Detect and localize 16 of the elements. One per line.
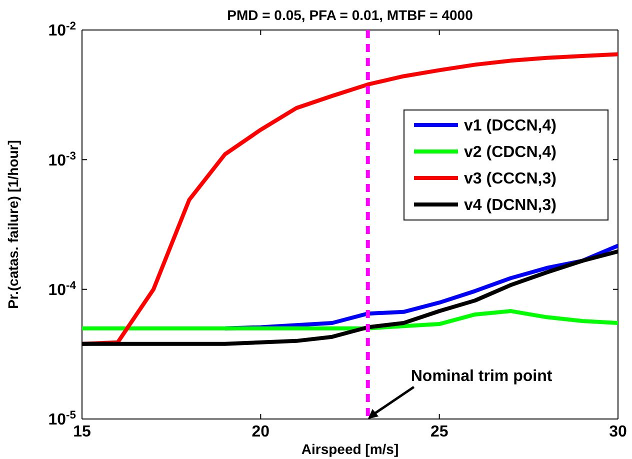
- legend-label: v1 (DCCN,4): [464, 118, 556, 135]
- y-tick-label: 10$^{-4}$: [48, 280, 77, 299]
- x-axis-title: Airspeed [m/s]: [301, 441, 399, 457]
- x-tick-label: 25: [430, 423, 448, 440]
- x-tick-label: 20: [252, 423, 270, 440]
- y-tick-label: 10$^{-2}$: [48, 20, 76, 40]
- chart-title: PMD = 0.05, PFA = 0.01, MTBF = 4000: [227, 7, 474, 23]
- legend-label: v3 (CCCN,3): [464, 170, 556, 188]
- line-series: [82, 309, 618, 330]
- x-tick-label: 30: [609, 423, 627, 440]
- x-tick-label: 15: [73, 423, 91, 440]
- annotation: Nominal trim point: [410, 368, 553, 385]
- y-tick-label: 10$^{-3}$: [48, 150, 76, 170]
- y-axis-title: Pr.(catas. failure) [1/hour]: [5, 140, 21, 309]
- legend-label: v2 (CDCN,4): [464, 144, 556, 162]
- legend-label: v4 (DCNN,3): [464, 197, 556, 214]
